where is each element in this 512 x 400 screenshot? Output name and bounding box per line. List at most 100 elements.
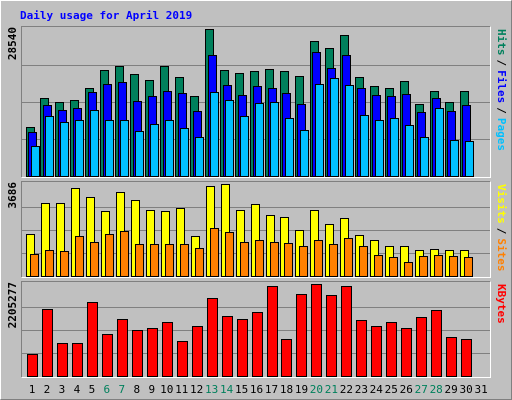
bar [45, 116, 54, 177]
bar [135, 131, 144, 177]
bar [390, 118, 399, 177]
bar [449, 256, 458, 277]
x-tick-label: 17 [265, 383, 278, 396]
x-tick-label: 29 [445, 383, 458, 396]
bar [255, 103, 264, 177]
bar [431, 310, 442, 377]
x-tick-label: 14 [220, 383, 234, 396]
x-tick-label: 13 [205, 383, 218, 396]
bar [45, 250, 54, 277]
bar [450, 140, 459, 177]
bar [207, 298, 218, 377]
legend-entry: Pages [495, 118, 508, 151]
x-tick-label: 22 [340, 383, 353, 396]
bar [375, 120, 384, 177]
bar [359, 246, 368, 277]
bar [371, 326, 382, 377]
bar [344, 238, 353, 277]
y-tick-label: 3686 [6, 182, 19, 209]
legend-entry: Visits [495, 184, 508, 224]
x-tick-label: 3 [59, 383, 66, 396]
bar [299, 246, 308, 277]
bar [195, 248, 204, 277]
legend-separator: / [495, 60, 508, 67]
bar [461, 339, 472, 377]
bar [419, 256, 428, 277]
bar [389, 257, 398, 277]
x-tick-label: 30 [460, 383, 473, 396]
bar [225, 232, 234, 277]
bar [435, 108, 444, 177]
bar [374, 255, 383, 277]
bar [240, 116, 249, 177]
bar [464, 257, 473, 277]
bar [329, 244, 338, 277]
bar [284, 243, 293, 277]
x-tick-label: 6 [104, 383, 111, 396]
bar [90, 110, 99, 177]
bar [135, 244, 144, 277]
x-tick-label: 27 [415, 383, 428, 396]
bar [267, 286, 278, 377]
bar [416, 317, 427, 377]
bar [270, 242, 279, 277]
bar [165, 120, 174, 177]
bar [72, 343, 83, 377]
x-tick-label: 8 [133, 383, 140, 396]
x-tick-label: 10 [160, 383, 173, 396]
bar [31, 146, 40, 177]
x-tick-label: 12 [190, 383, 203, 396]
x-tick-label: 31 [474, 383, 487, 396]
bar [341, 286, 352, 377]
bar [356, 320, 367, 377]
bar [195, 137, 204, 177]
bar [105, 234, 114, 277]
bar [120, 231, 129, 277]
x-tick-label: 1 [29, 383, 36, 396]
bar [75, 236, 84, 277]
bar [386, 322, 397, 377]
x-tick-label: 15 [235, 383, 248, 396]
x-tick-label: 16 [250, 383, 263, 396]
y-tick-label: 28540 [6, 27, 19, 60]
y-tick-label: 2205277 [6, 282, 19, 328]
panel-frames [21, 26, 491, 378]
legend: KBytes [495, 284, 508, 324]
legend: Hits / Files / Pages [495, 29, 508, 151]
bar [225, 100, 234, 177]
bar [222, 316, 233, 377]
bar [296, 294, 307, 377]
bar [281, 339, 292, 377]
bar [252, 312, 263, 377]
bar [300, 130, 309, 177]
bar [60, 251, 69, 277]
chart-title: Daily usage for April 2019 [20, 9, 192, 22]
x-tick-label: 5 [89, 383, 96, 396]
bar [57, 343, 68, 377]
x-tick-label: 23 [355, 383, 368, 396]
bar [192, 326, 203, 377]
bar [105, 120, 114, 177]
x-tick-label: 26 [400, 383, 413, 396]
x-tick-label: 18 [280, 383, 293, 396]
bar [165, 244, 174, 277]
bar [360, 115, 369, 177]
legend-entry: Hits [495, 29, 508, 56]
bar [404, 262, 413, 277]
bar [446, 337, 457, 377]
bar [345, 85, 354, 177]
bar [150, 124, 159, 177]
x-tick-label: 24 [370, 383, 384, 396]
bar [102, 334, 113, 377]
x-tick-label: 9 [148, 383, 155, 396]
bar [240, 242, 249, 277]
bar [255, 240, 264, 277]
bar [465, 141, 474, 177]
bar [237, 319, 248, 377]
x-tick-label: 11 [175, 383, 188, 396]
bar [30, 254, 39, 277]
bar [330, 78, 339, 177]
bar [132, 330, 143, 377]
legend: Visits / Sites [495, 184, 508, 272]
